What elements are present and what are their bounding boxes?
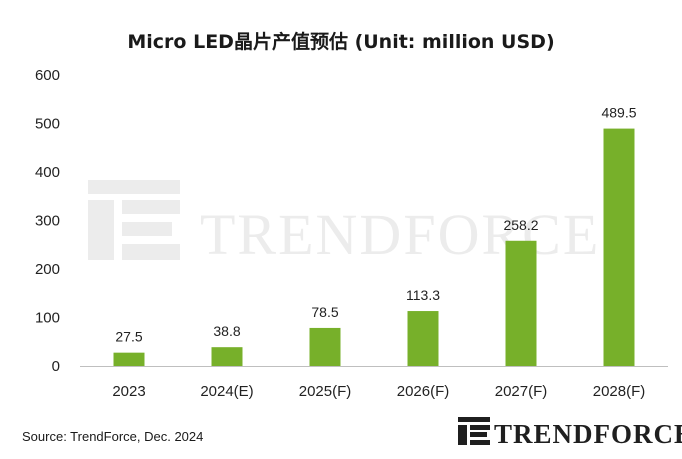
- logo-text: TRENDFORCE: [494, 419, 682, 449]
- x-axis: 2023 2024(E) 2025(F) 2026(F) 2027(F) 2028(F): [112, 383, 645, 400]
- y-tick-label: 300: [35, 213, 60, 230]
- data-label: 78.5: [311, 304, 338, 320]
- y-tick-label: 100: [35, 310, 60, 327]
- trendforce-logo-icon: [458, 417, 490, 445]
- data-label: 113.3: [406, 287, 440, 303]
- bar: [505, 240, 537, 366]
- bar: [211, 347, 243, 366]
- watermark-text: TRENDFORCE: [200, 202, 600, 267]
- trendforce-logo: TRENDFORCE: [458, 417, 682, 449]
- data-label: 27.5: [115, 329, 142, 345]
- data-label: 258.2: [503, 217, 538, 233]
- y-tick-label: 400: [35, 164, 60, 181]
- data-label: 38.8: [213, 323, 240, 339]
- watermark-logo-icon: [88, 180, 180, 260]
- x-tick-label: 2027(F): [495, 383, 548, 400]
- x-tick-label: 2025(F): [299, 383, 352, 400]
- x-tick-label: 2023: [112, 383, 145, 400]
- y-tick-label: 200: [35, 261, 60, 278]
- source-note: Source: TrendForce, Dec. 2024: [22, 429, 203, 444]
- bar: [603, 128, 635, 366]
- y-axis: 0 100 200 300 400 500 600: [35, 67, 60, 375]
- x-tick-label: 2026(F): [397, 383, 450, 400]
- data-labels: 27.5 38.8 78.5 113.3 258.2 489.5: [115, 105, 636, 345]
- data-label: 489.5: [601, 105, 636, 121]
- bar: [407, 311, 439, 366]
- x-tick-label: 2028(F): [593, 383, 646, 400]
- y-tick-label: 0: [52, 358, 60, 375]
- y-tick-label: 600: [35, 67, 60, 84]
- chart-title: Micro LED晶片产值预估 (Unit: million USD): [127, 30, 554, 53]
- y-tick-label: 500: [35, 116, 60, 133]
- x-tick-label: 2024(E): [200, 383, 253, 400]
- bar: [113, 352, 145, 366]
- bars: [113, 128, 635, 366]
- bar: [309, 327, 341, 366]
